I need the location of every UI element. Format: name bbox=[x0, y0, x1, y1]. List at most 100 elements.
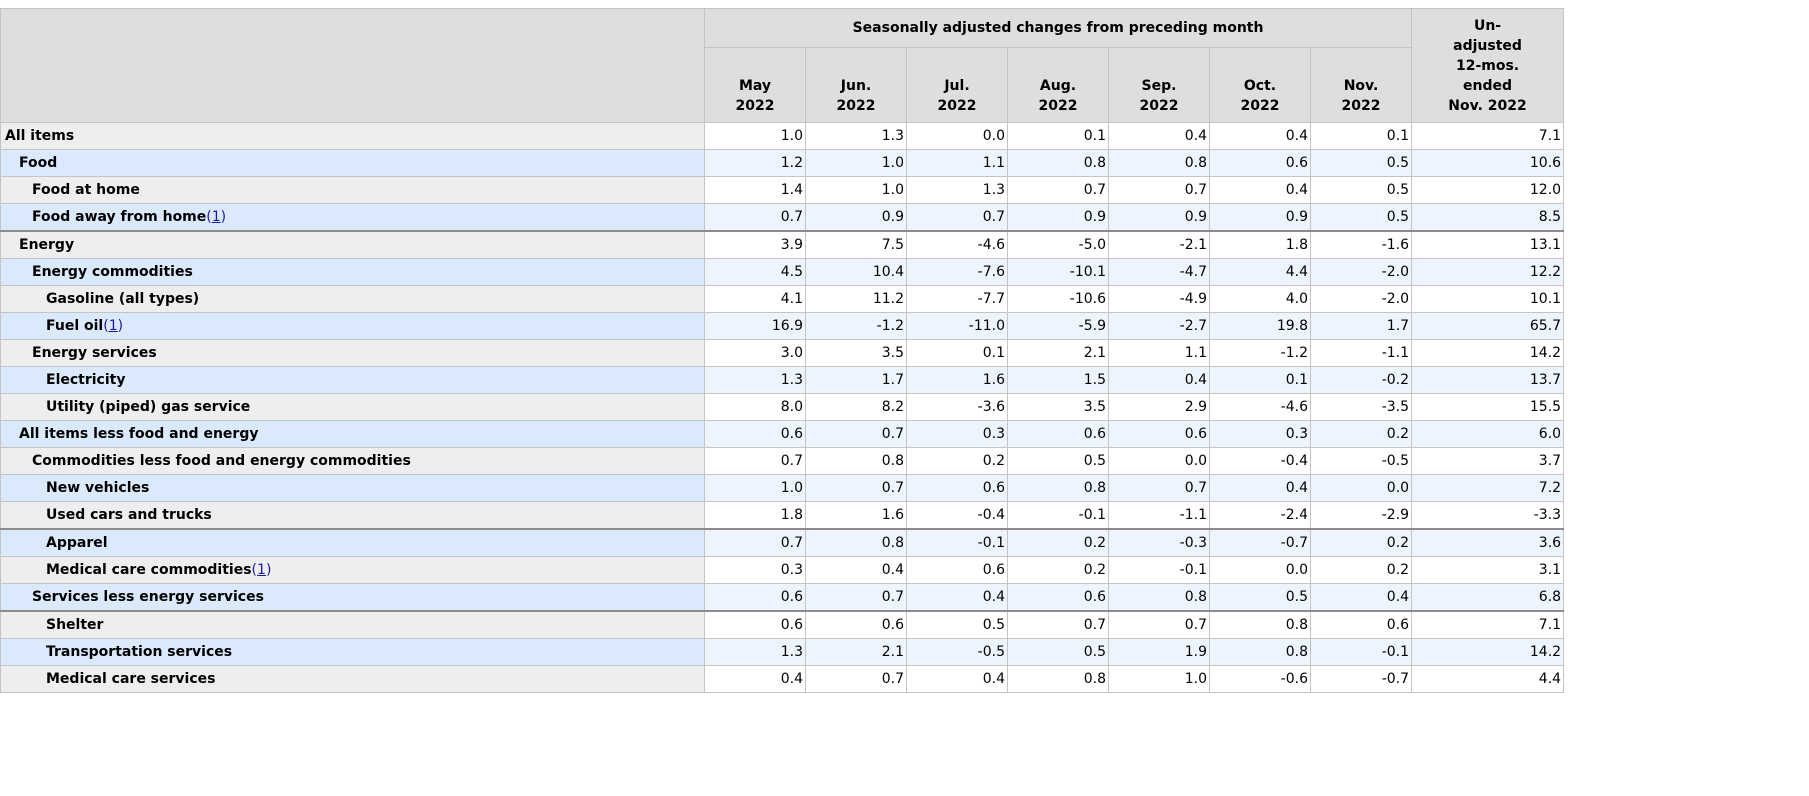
value-cell: 2.1 bbox=[1007, 339, 1109, 367]
value-cell: 0.4 bbox=[1309, 583, 1413, 612]
value-cell: 0.8 bbox=[1209, 638, 1311, 666]
value-cell: -10.6 bbox=[1007, 285, 1109, 313]
value-cell: 1.3 bbox=[906, 176, 1008, 204]
row-label: Shelter bbox=[46, 617, 104, 633]
row-label: Energy commodities bbox=[32, 264, 193, 280]
unadjusted-value-cell: 12.2 bbox=[1411, 258, 1565, 286]
header-unadjusted-line: Nov. 2022 bbox=[1448, 98, 1527, 114]
value-cell: -1.2 bbox=[1209, 339, 1311, 367]
value-cell: 0.7 bbox=[805, 665, 907, 693]
value-cell: 0.7 bbox=[704, 447, 806, 475]
value-cell: -0.5 bbox=[1309, 447, 1413, 475]
value-cell: 2.1 bbox=[805, 638, 907, 666]
row-label-cell: Fuel oil(1) bbox=[0, 312, 705, 340]
header-month-name: Nov. bbox=[1343, 78, 1379, 94]
value-cell: 0.9 bbox=[805, 203, 907, 232]
value-cell: 0.6 bbox=[704, 610, 806, 639]
row-label-cell: Food away from home(1) bbox=[0, 203, 705, 232]
value-cell: 0.0 bbox=[1209, 556, 1311, 584]
value-cell: 19.8 bbox=[1209, 312, 1311, 340]
header-month-year: 2022 bbox=[1240, 98, 1280, 114]
row-label: Energy bbox=[19, 237, 75, 253]
value-cell: 1.6 bbox=[805, 501, 907, 530]
value-cell: -10.1 bbox=[1007, 258, 1109, 286]
value-cell: -0.3 bbox=[1108, 528, 1210, 557]
value-cell: 4.5 bbox=[704, 258, 806, 286]
value-cell: 0.0 bbox=[906, 122, 1008, 150]
value-cell: 0.2 bbox=[1309, 556, 1413, 584]
value-cell: 1.9 bbox=[1108, 638, 1210, 666]
value-cell: 1.3 bbox=[704, 366, 806, 394]
header-month-5: Sep. 2022 bbox=[1108, 47, 1210, 123]
header-unadjusted-line: 12-mos. bbox=[1455, 58, 1520, 74]
table-row: Food 1.2 1.0 1.1 0.8 0.8 0.6 0.5 10.6 bbox=[0, 149, 1565, 177]
value-cell: -5.9 bbox=[1007, 312, 1109, 340]
header-month-name: May bbox=[738, 78, 772, 94]
row-label-cell: Food at home bbox=[0, 176, 705, 204]
value-cell: 1.0 bbox=[1108, 665, 1210, 693]
value-cell: 0.7 bbox=[805, 474, 907, 502]
value-cell: 0.7 bbox=[1007, 610, 1109, 639]
footnote-link[interactable]: 1 bbox=[108, 318, 118, 334]
value-cell: 0.6 bbox=[704, 583, 806, 612]
table-row: Medical care commodities(1) 0.3 0.4 0.6 0.2-… bbox=[0, 556, 1565, 584]
value-cell: 1.1 bbox=[906, 149, 1008, 177]
table-row: Gasoline (all types) 4.1 11.2 -7.7 -10.6 -4.9… bbox=[0, 285, 1565, 313]
footnote-link[interactable]: 1 bbox=[257, 562, 266, 578]
value-cell: -0.6 bbox=[1209, 665, 1311, 693]
value-cell: 0.6 bbox=[1007, 583, 1109, 612]
value-cell: 3.9 bbox=[704, 230, 806, 259]
footnote-link[interactable]: 1 bbox=[211, 209, 221, 225]
value-cell: -11.0 bbox=[906, 312, 1008, 340]
table-row: Transportation services 1.3 2.1 -0.5 0.5 1.9 0… bbox=[0, 638, 1565, 666]
footnote-paren: ) bbox=[117, 318, 124, 334]
value-cell: -2.4 bbox=[1209, 501, 1311, 530]
header-month-name: Oct. bbox=[1243, 78, 1277, 94]
row-label-cell: Transportation services bbox=[0, 638, 705, 666]
row-label-cell: Medical care services bbox=[0, 665, 705, 693]
value-cell: -0.2 bbox=[1309, 366, 1413, 394]
value-cell: 0.6 bbox=[704, 420, 806, 448]
value-cell: 0.4 bbox=[1209, 176, 1311, 204]
value-cell: -0.1 bbox=[1108, 556, 1210, 584]
value-cell: 0.7 bbox=[906, 203, 1008, 232]
unadjusted-value-cell: 8.5 bbox=[1411, 203, 1565, 232]
row-label: Electricity bbox=[46, 372, 126, 388]
value-cell: 0.2 bbox=[1007, 556, 1109, 584]
table-row: Used cars and trucks 1.8 1.6 -0.4 -0.1 -1.1 -2… bbox=[0, 501, 1565, 530]
row-label: Energy services bbox=[32, 345, 157, 361]
row-label: Utility (piped) gas service bbox=[46, 399, 251, 415]
value-cell: -2.0 bbox=[1309, 258, 1413, 286]
row-label: Medical care services bbox=[46, 671, 216, 687]
unadjusted-value-cell: 15.5 bbox=[1411, 393, 1565, 421]
row-label-cell: Food bbox=[0, 149, 705, 177]
row-label: New vehicles bbox=[46, 480, 150, 496]
value-cell: 0.6 bbox=[1209, 149, 1311, 177]
value-cell: 0.1 bbox=[1309, 122, 1413, 150]
value-cell: 0.5 bbox=[1309, 203, 1413, 232]
unadjusted-value-cell: 3.1 bbox=[1411, 556, 1565, 584]
unadjusted-value-cell: 13.1 bbox=[1411, 230, 1565, 259]
header-unadjusted-line: Un- bbox=[1473, 18, 1502, 34]
value-cell: 0.9 bbox=[1209, 203, 1311, 232]
value-cell: 0.8 bbox=[1007, 665, 1109, 693]
unadjusted-value-cell: 10.1 bbox=[1411, 285, 1565, 313]
row-label-cell: New vehicles bbox=[0, 474, 705, 502]
header-month-name: Aug. bbox=[1039, 78, 1077, 94]
value-cell: -4.9 bbox=[1108, 285, 1210, 313]
value-cell: 8.2 bbox=[805, 393, 907, 421]
value-cell: -7.7 bbox=[906, 285, 1008, 313]
value-cell: 1.3 bbox=[704, 638, 806, 666]
row-label: Fuel oil bbox=[46, 318, 104, 334]
value-cell: 0.5 bbox=[1007, 447, 1109, 475]
value-cell: -1.1 bbox=[1108, 501, 1210, 530]
header-corner-cell bbox=[0, 8, 705, 123]
row-label: Commodities less food and energy commodi… bbox=[32, 453, 411, 469]
header-month-name: Jul. bbox=[944, 78, 970, 94]
unadjusted-value-cell: 6.0 bbox=[1411, 420, 1565, 448]
header-month-year: 2022 bbox=[1341, 98, 1381, 114]
value-cell: 0.6 bbox=[805, 610, 907, 639]
value-cell: -7.6 bbox=[906, 258, 1008, 286]
header-month-name: Jun. bbox=[840, 78, 872, 94]
row-label-cell: Used cars and trucks bbox=[0, 501, 705, 530]
